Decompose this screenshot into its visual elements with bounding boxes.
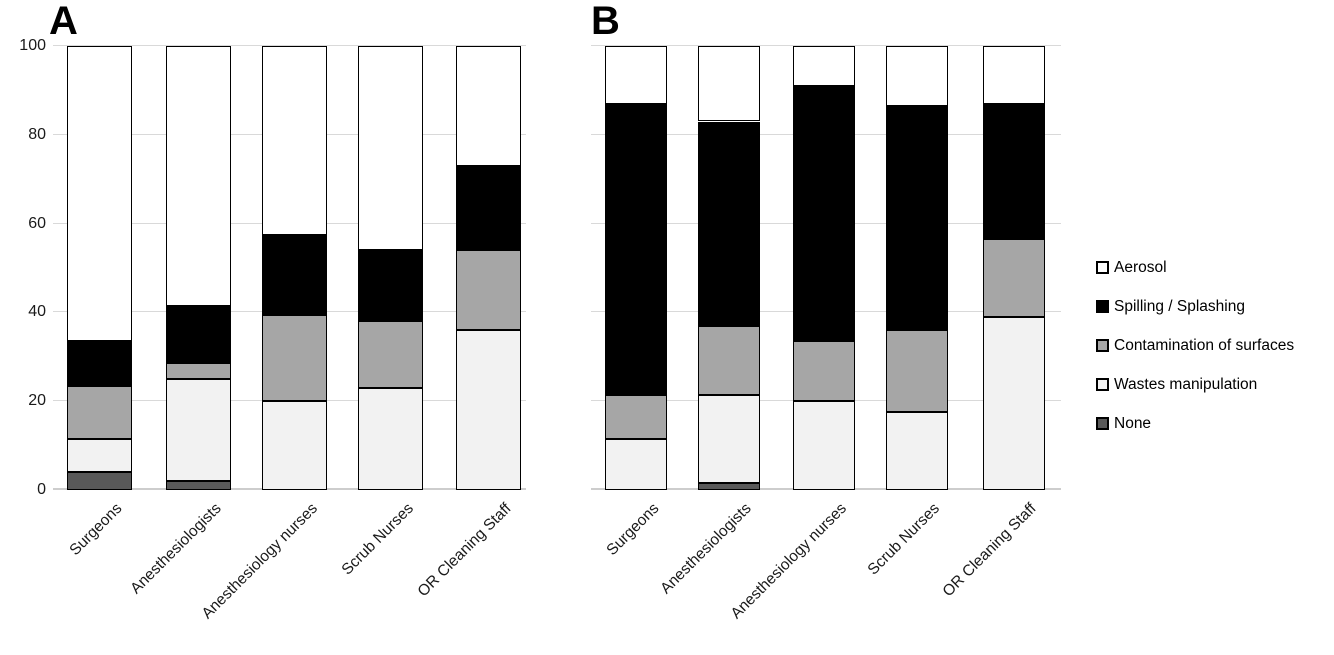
- bar-segment-spilling-splashing: [358, 250, 423, 322]
- bar-segment-none: [698, 483, 760, 490]
- legend-label: Wastes manipulation: [1114, 375, 1258, 393]
- bar-segment-wastes-manipulation: [262, 401, 327, 490]
- gridline-y100: [591, 45, 1061, 46]
- legend-item: Wastes manipulation: [1096, 365, 1294, 404]
- bar-segment-spilling-splashing: [983, 103, 1045, 240]
- stacked-bar-a-0: [67, 46, 132, 490]
- bar-segment-wastes-manipulation: [456, 330, 521, 490]
- x-axis-category-label: OR Cleaning Staff: [939, 500, 1041, 601]
- bar-segment-wastes-manipulation: [67, 438, 132, 473]
- bar-segment-contamination-of-surfaces: [67, 385, 132, 439]
- bar-segment-wastes-manipulation: [358, 387, 423, 490]
- y-axis-tick-label-80: 80: [28, 125, 46, 143]
- bar-segment-wastes-manipulation: [166, 379, 231, 482]
- bar-segment-contamination-of-surfaces: [605, 394, 667, 439]
- x-axis-category-label: Anesthesiologists: [657, 500, 756, 598]
- bar-segment-contamination-of-surfaces: [698, 325, 760, 395]
- stacked-bar-a-3: [358, 46, 423, 490]
- legend-item: Contamination of surfaces: [1096, 326, 1294, 365]
- bar-segment-wastes-manipulation: [793, 401, 855, 490]
- bar-segment-aerosol: [605, 46, 667, 104]
- x-axis-category-label: Scrub Nurses: [338, 500, 417, 579]
- bar-segment-aerosol: [358, 46, 423, 251]
- stacked-bar-b-2: [793, 46, 855, 490]
- bar-segment-none: [166, 481, 231, 490]
- legend-swatch-icon: [1096, 300, 1109, 313]
- legend-label: Spilling / Splashing: [1114, 297, 1245, 315]
- panel-b-letter: B: [591, 0, 620, 43]
- bar-segment-aerosol: [793, 46, 855, 86]
- bar-segment-aerosol: [983, 46, 1045, 104]
- bar-segment-wastes-manipulation: [886, 412, 948, 490]
- legend-label: None: [1114, 414, 1152, 432]
- x-axis-category-label: Anesthesiologists: [127, 500, 225, 598]
- y-axis-tick-label-100: 100: [19, 37, 46, 54]
- legend-swatch-icon: [1096, 339, 1109, 352]
- bar-segment-spilling-splashing: [67, 341, 132, 386]
- y-axis-tick-label-0: 0: [37, 481, 46, 498]
- stacked-bar-b-3: [886, 46, 948, 490]
- stacked-bar-a-4: [456, 46, 521, 490]
- bar-segment-aerosol: [166, 46, 231, 306]
- legend-swatch-icon: [1096, 261, 1109, 274]
- stacked-bar-a-2: [262, 46, 327, 490]
- bar-segment-spilling-splashing: [698, 121, 760, 326]
- stacked-bar-b-1: [698, 46, 760, 490]
- gridline-y100: [53, 45, 526, 46]
- legend: Aerosol Spilling / Splashing Contamination…: [1096, 248, 1294, 443]
- bar-segment-contamination-of-surfaces: [793, 341, 855, 402]
- stacked-bar-a-1: [166, 46, 231, 490]
- legend-item: Spilling / Splashing: [1096, 287, 1294, 326]
- legend-swatch-icon: [1096, 378, 1109, 391]
- bar-segment-aerosol: [698, 46, 760, 122]
- bar-segment-contamination-of-surfaces: [262, 314, 327, 402]
- bar-segment-wastes-manipulation: [983, 316, 1045, 490]
- stacked-bar-b-0: [605, 46, 667, 490]
- bar-segment-contamination-of-surfaces: [456, 250, 521, 331]
- bar-segment-contamination-of-surfaces: [358, 321, 423, 388]
- legend-item: Aerosol: [1096, 248, 1294, 287]
- x-axis-category-label: Surgeons: [66, 500, 126, 559]
- stacked-bar-b-4: [983, 46, 1045, 490]
- bar-segment-spilling-splashing: [262, 234, 327, 315]
- bar-segment-aerosol: [67, 46, 132, 342]
- y-axis-tick-label-40: 40: [28, 303, 46, 321]
- bar-segment-none: [67, 472, 132, 490]
- legend-swatch-icon: [1096, 417, 1109, 430]
- bar-segment-wastes-manipulation: [605, 438, 667, 490]
- bar-segment-aerosol: [262, 46, 327, 235]
- x-axis-category-label: Scrub Nurses: [864, 500, 944, 579]
- x-axis-category-label: Surgeons: [603, 500, 663, 559]
- bar-segment-spilling-splashing: [166, 305, 231, 364]
- panel-a-letter: A: [49, 0, 78, 43]
- bar-segment-spilling-splashing: [793, 85, 855, 342]
- y-axis-tick-label-60: 60: [28, 214, 46, 232]
- legend-item: None: [1096, 404, 1294, 443]
- bar-segment-aerosol: [886, 46, 948, 106]
- panel-a-plot-area: [53, 45, 526, 490]
- legend-label: Contamination of surfaces: [1114, 336, 1295, 354]
- bar-segment-contamination-of-surfaces: [983, 239, 1045, 317]
- bar-segment-spilling-splashing: [605, 103, 667, 395]
- bar-segment-contamination-of-surfaces: [886, 330, 948, 413]
- x-axis-category-label: OR Cleaning Staff: [414, 500, 515, 601]
- bar-segment-spilling-splashing: [886, 105, 948, 331]
- bar-segment-contamination-of-surfaces: [166, 363, 231, 379]
- bar-segment-spilling-splashing: [456, 165, 521, 251]
- panel-b-plot-area: [591, 45, 1061, 490]
- bar-segment-aerosol: [456, 46, 521, 166]
- bar-segment-wastes-manipulation: [698, 394, 760, 484]
- legend-label: Aerosol: [1114, 258, 1167, 276]
- y-axis-tick-label-20: 20: [28, 392, 46, 410]
